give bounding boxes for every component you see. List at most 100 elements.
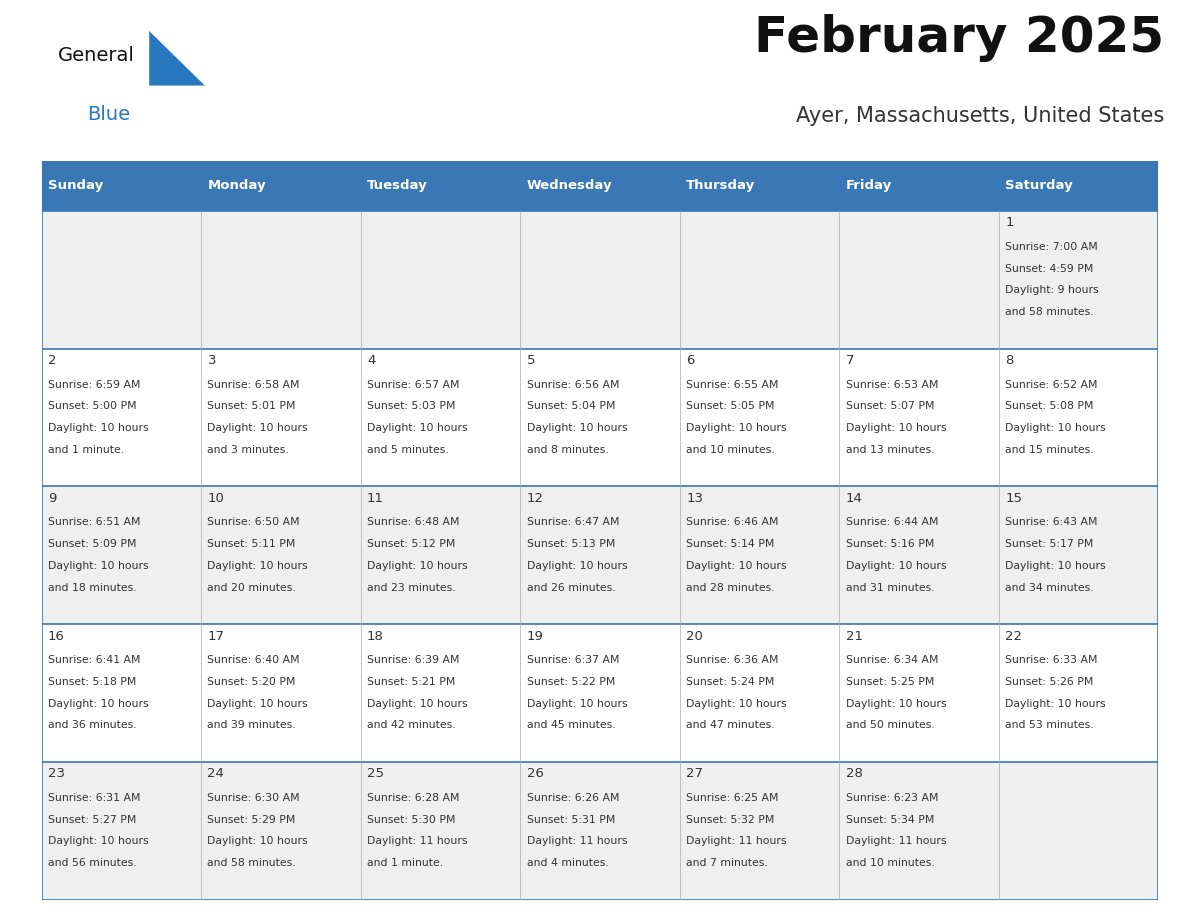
Text: Daylight: 11 hours: Daylight: 11 hours [367, 836, 468, 846]
Text: Sunset: 4:59 PM: Sunset: 4:59 PM [1005, 263, 1093, 274]
Bar [520, 487, 680, 624]
Text: Daylight: 10 hours: Daylight: 10 hours [687, 699, 786, 709]
Text: Sunrise: 6:30 AM: Sunrise: 6:30 AM [208, 793, 301, 803]
Text: Sunrise: 6:53 AM: Sunrise: 6:53 AM [846, 380, 939, 389]
Text: Daylight: 9 hours: Daylight: 9 hours [1005, 285, 1099, 296]
Text: 8: 8 [1005, 354, 1013, 367]
Text: Sunrise: 6:40 AM: Sunrise: 6:40 AM [208, 655, 301, 666]
Text: 23: 23 [48, 767, 65, 780]
Bar [680, 624, 839, 762]
Bar [999, 487, 1158, 624]
Text: Sunset: 5:08 PM: Sunset: 5:08 PM [1005, 401, 1094, 411]
Bar [201, 762, 361, 900]
Text: Sunrise: 6:37 AM: Sunrise: 6:37 AM [526, 655, 619, 666]
Text: 9: 9 [48, 492, 56, 505]
Text: Daylight: 10 hours: Daylight: 10 hours [846, 699, 947, 709]
Text: and 23 minutes.: and 23 minutes. [367, 583, 456, 593]
Text: Daylight: 10 hours: Daylight: 10 hours [1005, 423, 1106, 433]
Text: 25: 25 [367, 767, 384, 780]
Text: Saturday: Saturday [1005, 179, 1073, 192]
Text: Sunset: 5:17 PM: Sunset: 5:17 PM [1005, 539, 1093, 549]
Bar [42, 487, 201, 624]
Text: Daylight: 10 hours: Daylight: 10 hours [846, 561, 947, 571]
Bar [201, 487, 361, 624]
Bar [520, 349, 680, 487]
Text: Sunset: 5:16 PM: Sunset: 5:16 PM [846, 539, 934, 549]
Text: Sunset: 5:22 PM: Sunset: 5:22 PM [526, 677, 615, 687]
Text: 24: 24 [208, 767, 225, 780]
Text: Daylight: 10 hours: Daylight: 10 hours [526, 699, 627, 709]
Text: Sunrise: 6:44 AM: Sunrise: 6:44 AM [846, 518, 939, 527]
Bar [999, 762, 1158, 900]
Text: and 58 minutes.: and 58 minutes. [1005, 308, 1094, 318]
Text: 6: 6 [687, 354, 695, 367]
Text: Sunrise: 6:43 AM: Sunrise: 6:43 AM [1005, 518, 1098, 527]
Text: 20: 20 [687, 630, 703, 643]
Text: Sunset: 5:14 PM: Sunset: 5:14 PM [687, 539, 775, 549]
Text: Daylight: 10 hours: Daylight: 10 hours [48, 699, 148, 709]
Text: Daylight: 10 hours: Daylight: 10 hours [208, 836, 308, 846]
Text: February 2025: February 2025 [754, 14, 1164, 62]
Text: Sunrise: 6:47 AM: Sunrise: 6:47 AM [526, 518, 619, 527]
Text: Sunset: 5:03 PM: Sunset: 5:03 PM [367, 401, 455, 411]
Text: 11: 11 [367, 492, 384, 505]
Text: Sunrise: 6:33 AM: Sunrise: 6:33 AM [1005, 655, 1098, 666]
Bar [361, 624, 520, 762]
Text: 5: 5 [526, 354, 535, 367]
Text: and 1 minute.: and 1 minute. [367, 858, 443, 868]
Text: 14: 14 [846, 492, 862, 505]
Text: and 15 minutes.: and 15 minutes. [1005, 445, 1094, 455]
Text: and 39 minutes.: and 39 minutes. [208, 721, 296, 731]
Bar [42, 161, 201, 211]
Text: Daylight: 10 hours: Daylight: 10 hours [48, 836, 148, 846]
Text: Sunrise: 6:26 AM: Sunrise: 6:26 AM [526, 793, 619, 803]
Text: and 34 minutes.: and 34 minutes. [1005, 583, 1094, 593]
Text: 26: 26 [526, 767, 543, 780]
Text: Sunrise: 6:34 AM: Sunrise: 6:34 AM [846, 655, 939, 666]
Text: and 13 minutes.: and 13 minutes. [846, 445, 934, 455]
Text: Sunset: 5:26 PM: Sunset: 5:26 PM [1005, 677, 1093, 687]
Text: General: General [58, 47, 135, 65]
Bar [839, 211, 999, 349]
Bar [42, 762, 201, 900]
Text: Daylight: 10 hours: Daylight: 10 hours [367, 423, 468, 433]
Text: and 26 minutes.: and 26 minutes. [526, 583, 615, 593]
Text: 22: 22 [1005, 630, 1022, 643]
Text: Sunset: 5:34 PM: Sunset: 5:34 PM [846, 814, 934, 824]
Text: Daylight: 10 hours: Daylight: 10 hours [208, 423, 308, 433]
Bar [680, 349, 839, 487]
Text: Sunset: 5:09 PM: Sunset: 5:09 PM [48, 539, 137, 549]
Text: and 8 minutes.: and 8 minutes. [526, 445, 608, 455]
Text: Sunset: 5:07 PM: Sunset: 5:07 PM [846, 401, 934, 411]
Text: 16: 16 [48, 630, 65, 643]
Text: Sunset: 5:20 PM: Sunset: 5:20 PM [208, 677, 296, 687]
Text: 4: 4 [367, 354, 375, 367]
Text: and 18 minutes.: and 18 minutes. [48, 583, 137, 593]
Text: Sunset: 5:18 PM: Sunset: 5:18 PM [48, 677, 137, 687]
Bar [201, 161, 361, 211]
Bar [361, 161, 520, 211]
Bar [520, 762, 680, 900]
Text: Ayer, Massachusetts, United States: Ayer, Massachusetts, United States [796, 106, 1164, 127]
Bar [999, 211, 1158, 349]
Bar [999, 349, 1158, 487]
Text: Daylight: 10 hours: Daylight: 10 hours [526, 561, 627, 571]
Text: and 36 minutes.: and 36 minutes. [48, 721, 137, 731]
Text: Sunrise: 6:25 AM: Sunrise: 6:25 AM [687, 793, 778, 803]
Text: Sunrise: 6:36 AM: Sunrise: 6:36 AM [687, 655, 778, 666]
Text: Sunset: 5:11 PM: Sunset: 5:11 PM [208, 539, 296, 549]
Bar [839, 762, 999, 900]
Text: Sunrise: 6:51 AM: Sunrise: 6:51 AM [48, 518, 140, 527]
Text: Sunset: 5:27 PM: Sunset: 5:27 PM [48, 814, 137, 824]
Text: Sunset: 5:01 PM: Sunset: 5:01 PM [208, 401, 296, 411]
Text: 21: 21 [846, 630, 862, 643]
Text: and 20 minutes.: and 20 minutes. [208, 583, 296, 593]
Text: Friday: Friday [846, 179, 892, 192]
Text: and 58 minutes.: and 58 minutes. [208, 858, 296, 868]
Text: Daylight: 10 hours: Daylight: 10 hours [208, 699, 308, 709]
Text: Daylight: 10 hours: Daylight: 10 hours [687, 561, 786, 571]
Bar [999, 161, 1158, 211]
Bar [361, 349, 520, 487]
Text: and 10 minutes.: and 10 minutes. [846, 858, 935, 868]
Text: Monday: Monday [208, 179, 266, 192]
